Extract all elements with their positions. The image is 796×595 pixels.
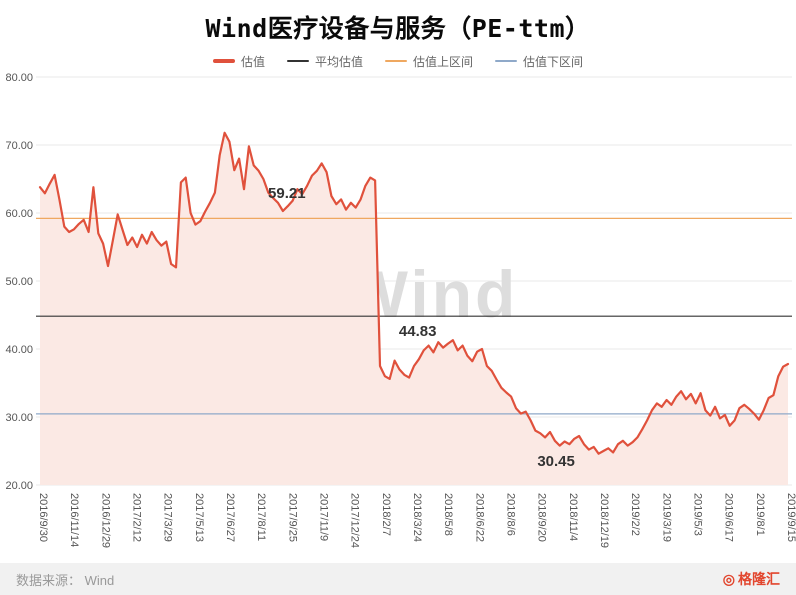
y-tick-label: 20.00: [5, 480, 33, 492]
x-tick-label: 2018/9/20: [536, 493, 548, 542]
x-tick-label: 2019/8/1: [754, 493, 766, 536]
x-tick-label: 2016/11/14: [68, 493, 80, 547]
x-tick-label: 2017/9/25: [286, 493, 298, 542]
data-source-label: 数据来源： Wind: [16, 572, 115, 588]
annotation-44.83: 44.83: [399, 323, 437, 340]
x-tick-label: 2017/6/27: [224, 493, 236, 542]
annotation-59.21: 59.21: [268, 185, 306, 202]
legend-label-average: 平均估值: [314, 54, 363, 69]
x-tick-label: 2018/5/8: [442, 493, 454, 536]
pe-chart: 80.0070.0060.0050.0040.0030.0020.00Wind2…: [5, 72, 796, 548]
brand-logo: ◎ 格隆汇: [723, 569, 780, 589]
legend-label-lower-band: 估值下区间: [523, 54, 584, 69]
legend-item-average[interactable]: 平均估值: [286, 53, 363, 70]
footer-bar: 数据来源： Wind ◎ 格隆汇: [0, 563, 796, 595]
x-tick-label: 2016/9/30: [37, 493, 49, 542]
x-tick-label: 2017/12/24: [349, 493, 361, 548]
x-tick-label: 2018/11/4: [567, 493, 579, 541]
x-tick-label: 2018/2/7: [380, 493, 392, 536]
x-tick-label: 2018/12/19: [598, 493, 610, 548]
x-tick-label: 2016/12/29: [99, 493, 111, 548]
brand-name: 格隆汇: [738, 571, 780, 587]
y-tick-label: 60.00: [5, 208, 33, 220]
x-tick-label: 2019/9/15: [785, 493, 796, 542]
x-tick-label: 2019/5/3: [692, 493, 704, 536]
chart-legend: 估值 平均估值 估值上区间 估值下区间: [0, 53, 796, 69]
legend-swatch-average: [286, 60, 309, 62]
legend-label-upper-band: 估值上区间: [413, 54, 474, 69]
x-tick-label: 2017/8/11: [255, 493, 267, 541]
x-tick-label: 2017/11/9: [318, 493, 330, 541]
y-tick-label: 50.00: [5, 276, 33, 288]
x-tick-label: 2017/3/29: [162, 493, 174, 542]
legend-label-valuation: 估值: [240, 54, 265, 69]
legend-swatch-lower-band: [495, 60, 518, 62]
x-tick-label: 2019/6/17: [723, 493, 735, 542]
legend-item-lower-band[interactable]: 估值下区间: [495, 53, 583, 70]
y-tick-label: 80.00: [5, 72, 33, 84]
x-tick-label: 2018/6/22: [473, 493, 485, 542]
valuation-line: [38, 131, 790, 455]
x-tick-label: 2017/2/12: [131, 493, 143, 542]
x-tick-label: 2019/3/19: [660, 493, 672, 542]
y-tick-label: 70.00: [5, 140, 33, 152]
y-tick-label: 40.00: [5, 344, 33, 356]
annotation-30.45: 30.45: [537, 453, 575, 470]
x-tick-label: 2018/8/6: [505, 493, 517, 536]
legend-item-upper-band[interactable]: 估值上区间: [385, 53, 473, 70]
legend-item-valuation[interactable]: 估值: [212, 53, 265, 70]
gelonghui-icon: ◎: [722, 570, 735, 587]
x-tick-label: 2017/5/13: [193, 493, 205, 542]
x-tick-label: 2019/2/2: [629, 493, 641, 536]
valuation-area-fill: [40, 132, 788, 486]
legend-swatch-upper-band: [385, 60, 407, 62]
y-tick-label: 30.00: [5, 412, 33, 424]
x-tick-label: 2018/3/24: [411, 493, 423, 542]
page-title: Wind医疗设备与服务（PE-ttm）: [205, 14, 591, 43]
legend-swatch-valuation: [212, 59, 235, 63]
